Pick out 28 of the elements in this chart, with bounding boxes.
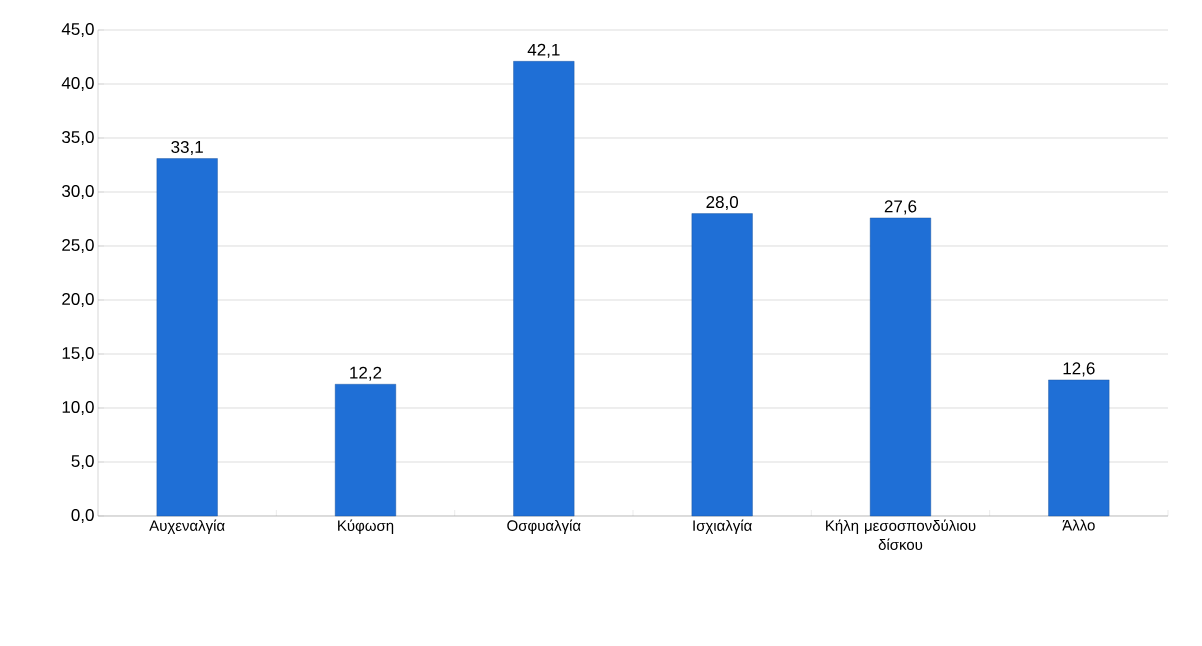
data-label: 12,6 [1063, 362, 1095, 377]
bar [869, 217, 932, 517]
bar [691, 213, 753, 517]
data-label: 27,6 [884, 200, 917, 215]
x-tick-label: Κήλη μεσοσπονδύλιου δίσκου [826, 519, 976, 550]
x-tick-label: Άλλο [1062, 519, 1095, 531]
y-tick-label: 0,0 [71, 508, 94, 524]
bar [1048, 379, 1110, 517]
bar [334, 384, 397, 517]
y-tick-label: 40,0 [61, 76, 94, 92]
x-tick-label: Κύφωση [338, 519, 394, 534]
bar [156, 158, 218, 517]
y-tick-label: 25,0 [62, 238, 94, 254]
y-tick-label: 5,0 [71, 454, 94, 470]
bar [513, 61, 575, 517]
data-label: 33,1 [171, 140, 203, 155]
data-label: 28,0 [706, 196, 739, 211]
y-tick-label: 45,0 [61, 22, 94, 38]
y-tick-label: 20,0 [62, 292, 94, 308]
y-tick-label: 35,0 [62, 130, 94, 146]
y-tick-label: 10,0 [62, 400, 94, 416]
data-label: 42,1 [527, 43, 560, 58]
y-tick-label: 30,0 [62, 184, 94, 200]
data-label: 12,2 [350, 366, 382, 381]
x-tick-label: Οσφυαλγία [507, 519, 581, 534]
x-tick-label: Ισχιαλγία [693, 519, 752, 534]
x-tick-label: Αυχεναλγία [149, 519, 225, 534]
y-tick-label: 15,0 [62, 346, 94, 362]
